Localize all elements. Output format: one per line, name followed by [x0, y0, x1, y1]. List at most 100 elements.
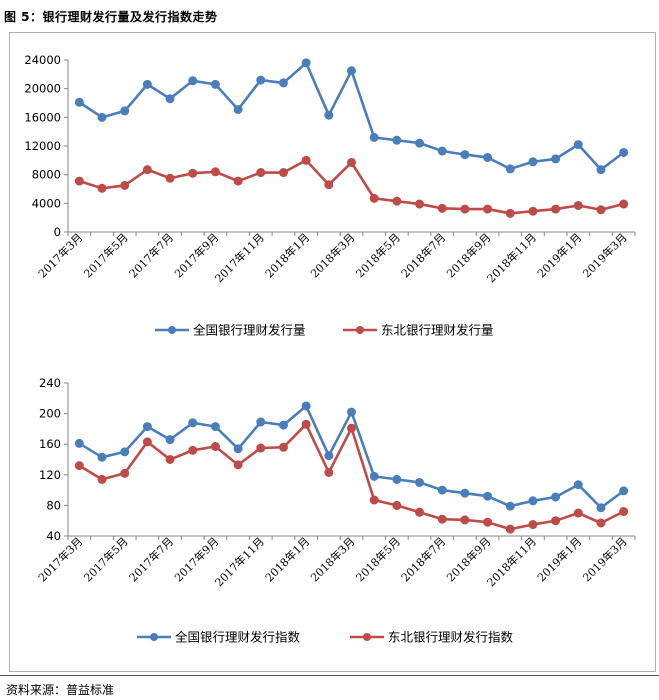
data-point: [619, 147, 629, 157]
x-tick-label: 2019年1月: [534, 534, 584, 584]
data-point: [74, 97, 84, 107]
data-point: [210, 422, 220, 432]
data-point: [301, 419, 311, 429]
data-point: [505, 524, 515, 534]
data-point: [573, 200, 583, 210]
data-point: [596, 518, 606, 528]
series-line: [78, 404, 625, 509]
data-point: [437, 146, 447, 156]
chart-panel-volume: 0 4000 8000 12000 16000 20000 24000 2017年3月 2017…: [9, 32, 656, 366]
data-point: [437, 514, 447, 524]
chart-index: 40801201602002402017年3月2017年5月2017年7月201…: [35, 376, 636, 645]
data-point: [278, 420, 288, 430]
data-point: [142, 437, 152, 447]
legend-marker: [356, 326, 364, 334]
data-point: [528, 496, 538, 506]
data-point: [347, 66, 356, 76]
data-point: [596, 165, 606, 175]
x-tick-label: 2017年7月: [126, 230, 176, 280]
data-point: [415, 507, 425, 517]
legend-label: 全国银行理财发行指数: [175, 630, 301, 645]
data-point: [165, 455, 175, 464]
data-point: [324, 110, 334, 120]
x-tick-label: 2019年3月: [580, 230, 630, 280]
data-point: [460, 150, 470, 160]
data-point: [347, 157, 356, 167]
x-tick-label: 2017年11月: [212, 534, 267, 589]
data-point: [165, 435, 175, 445]
x-tick-label: 2019年3月: [580, 534, 630, 584]
legend-marker: [363, 633, 371, 641]
legend-marker: [168, 326, 176, 334]
x-tick-label: 2018年9月: [443, 230, 493, 280]
data-point: [551, 154, 561, 164]
data-point: [165, 173, 175, 183]
x-tick-label: 2017年5月: [81, 230, 131, 280]
data-point: [74, 176, 84, 186]
data-point: [233, 460, 243, 470]
data-point: [301, 155, 311, 165]
data-point: [392, 474, 402, 484]
data-point: [596, 503, 606, 513]
data-point: [188, 445, 198, 455]
chart-panel-index: 40 80 120 160 200 240 2017年3月 2017年5月 2017年7月 201…: [9, 364, 656, 672]
y-tick-label: 240: [39, 376, 61, 390]
data-point: [505, 208, 515, 218]
data-point: [573, 480, 583, 490]
data-point: [619, 486, 629, 496]
data-point: [97, 474, 107, 484]
data-point: [505, 501, 515, 511]
y-tick-label: 4000: [32, 196, 61, 210]
data-point: [483, 204, 493, 214]
data-point: [165, 94, 175, 104]
data-point: [188, 418, 198, 428]
data-point: [256, 417, 266, 427]
data-point: [483, 152, 493, 162]
x-tick-label: 2017年7月: [126, 534, 176, 584]
data-point: [233, 444, 243, 454]
data-point: [324, 451, 334, 461]
x-tick-label: 2017年9月: [171, 230, 221, 280]
data-point: [74, 438, 84, 448]
data-point: [369, 495, 379, 505]
data-point: [551, 492, 561, 502]
x-tick-label: 2018年7月: [398, 534, 448, 584]
series-line: [78, 159, 624, 215]
legend-label: 全国银行理财发行量: [193, 323, 306, 338]
data-point: [437, 203, 447, 213]
chart-volume: 040008000120001600020000240002017年3月2017…: [24, 53, 636, 338]
data-point: [619, 199, 629, 209]
data-point: [528, 157, 538, 167]
x-tick-label: 2018年5月: [353, 230, 403, 280]
data-point: [142, 422, 152, 432]
data-point: [505, 164, 515, 174]
y-tick-label: 40: [46, 529, 61, 543]
data-point: [392, 500, 402, 510]
data-point: [573, 140, 583, 150]
x-tick-label: 2018年3月: [307, 534, 357, 584]
data-point: [120, 447, 130, 457]
y-tick-label: 24000: [24, 53, 61, 67]
y-tick-label: 12000: [24, 139, 61, 153]
data-point: [573, 508, 583, 518]
source-note: 资料来源：普益标准: [6, 683, 115, 697]
series-line: [78, 423, 625, 531]
data-point: [415, 138, 425, 148]
data-point: [74, 461, 84, 471]
x-tick-label: 2018年11月: [484, 230, 539, 285]
x-tick-label: 2018年9月: [443, 534, 493, 584]
data-point: [233, 176, 243, 186]
data-point: [120, 106, 130, 116]
data-point: [188, 168, 198, 178]
data-point: [369, 193, 379, 203]
data-point: [142, 165, 152, 175]
y-tick-label: 200: [39, 407, 61, 421]
data-point: [551, 516, 561, 526]
data-point: [347, 423, 356, 433]
data-point: [551, 204, 561, 214]
data-point: [369, 132, 379, 142]
data-point: [347, 407, 356, 417]
data-point: [392, 135, 402, 145]
data-point: [97, 452, 107, 462]
data-point: [437, 485, 447, 495]
